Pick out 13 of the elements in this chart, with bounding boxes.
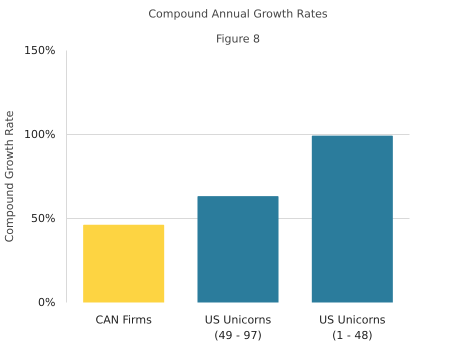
- bar: [83, 224, 164, 302]
- y-tick-label: 150%: [24, 44, 56, 57]
- x-tick-label: US Unicorns (1 - 48): [319, 314, 386, 342]
- chart-title: Compound Annual Growth Rates: [148, 8, 328, 20]
- y-tick-label: 50%: [31, 212, 56, 225]
- chart-subtitle: Figure 8: [216, 32, 260, 46]
- bar: [197, 196, 279, 302]
- y-tick-label: 0%: [38, 296, 56, 309]
- y-axis-title: Compound Growth Rate: [3, 110, 16, 242]
- y-tick-label: 100%: [24, 128, 56, 141]
- bar: [312, 136, 393, 302]
- x-tick-label: US Unicorns (49 - 97): [204, 314, 272, 342]
- x-tick-label: CAN Firms: [96, 314, 152, 326]
